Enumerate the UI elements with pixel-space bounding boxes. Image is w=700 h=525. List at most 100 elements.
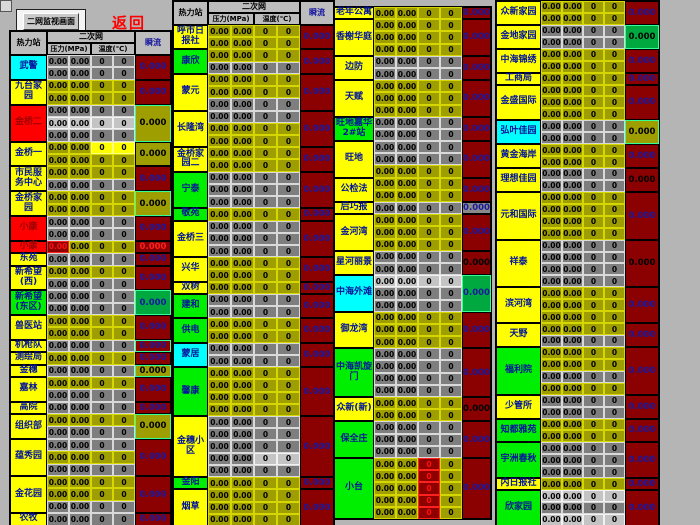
station-name-cell[interactable]: 后巧报: [334, 202, 374, 215]
temperature-value-cell: 0: [583, 168, 604, 180]
station-name-cell[interactable]: 金桥家园二: [173, 147, 208, 172]
station-name-cell[interactable]: 滨河湾: [496, 287, 541, 324]
flow-result-cell: 0.000: [300, 49, 334, 74]
data-row: 0.00 0.00 0 0: [47, 141, 135, 155]
station-name-cell[interactable]: 金桥三: [173, 220, 208, 258]
station-name-cell[interactable]: 老年公寓: [334, 7, 374, 20]
station-name-cell[interactable]: 星河丽景: [334, 250, 374, 276]
station-name-cell[interactable]: 小康: [10, 240, 47, 254]
station-name-cell[interactable]: 金穗小区: [173, 416, 208, 478]
station-name-cell[interactable]: 内日报社: [496, 478, 541, 491]
station-name-cell[interactable]: 边防: [334, 55, 374, 81]
station-row: 组织部 0.00 0.00 0 0 0.00 0.00 0 0 0.000: [10, 414, 171, 439]
station-name-cell[interactable]: 宇洲春秋: [496, 442, 541, 479]
station-name-cell[interactable]: 金地家园: [496, 24, 541, 49]
station-row: 公检法 0.00 0.00 0 0 0.00 0.00 0 0 0.000: [334, 177, 491, 202]
station-name-cell[interactable]: 东苑: [10, 253, 47, 266]
station-name-cell[interactable]: 馨康: [173, 367, 208, 416]
station-name-cell[interactable]: 市民服务中心: [10, 166, 47, 192]
station-row: 金穗小区 0.00 0.00 0 0 0.00 0.00 0 0 0.00 0.00 0 0 0.00 0.…: [173, 416, 334, 478]
temperature-value-cell: 0: [277, 159, 300, 172]
temperature-value-cell: 0: [277, 61, 300, 74]
station-name-cell[interactable]: 呼市日报社: [173, 25, 208, 50]
station-name-cell[interactable]: 工商局: [496, 72, 541, 85]
station-name-cell[interactable]: 兴华: [173, 257, 208, 282]
station-name-cell[interactable]: 建和: [173, 293, 208, 319]
station-name-cell[interactable]: 新希望(西): [10, 265, 47, 291]
pressure-value-cell: 0.00: [69, 129, 91, 142]
station-name-cell[interactable]: 蒙元: [173, 73, 208, 111]
station-name-cell[interactable]: 武警: [10, 55, 47, 80]
temperature-value-cell: 0: [418, 189, 440, 202]
station-name-cell[interactable]: 福利院: [496, 346, 541, 395]
station-name-cell[interactable]: 双树: [173, 281, 208, 294]
station-name-cell[interactable]: 敬苑: [173, 208, 208, 221]
pressure-value-cell: 0.00: [69, 302, 91, 316]
station-name-cell[interactable]: 组织部: [10, 414, 47, 439]
pressure-value-cell: 0.00: [231, 416, 254, 429]
temperature-value-cell: 0: [277, 367, 300, 380]
station-name-cell[interactable]: 金桥二: [10, 104, 47, 142]
station-name-cell[interactable]: 宁泰: [173, 171, 208, 209]
station-name-cell[interactable]: 长隆湾: [173, 110, 208, 148]
station-name-cell[interactable]: 蒙居: [173, 342, 208, 368]
station-name-cell[interactable]: 兽医站: [10, 315, 47, 340]
station-name-cell[interactable]: 金桥一: [10, 141, 47, 167]
station-name-cell[interactable]: 烟草: [173, 489, 208, 525]
station-name-cell[interactable]: 元和国际: [496, 191, 541, 240]
temperature-value-cell: 0: [440, 494, 462, 507]
station-name-cell[interactable]: 御龙湾: [334, 311, 374, 349]
temperature-value-cell: 0: [418, 128, 440, 142]
station-name-cell[interactable]: 金阳: [173, 477, 208, 490]
pressure-value-cell: 0.00: [208, 281, 231, 294]
station-name-cell[interactable]: 旺地嘉华2#站: [334, 116, 374, 142]
station-name-cell[interactable]: 天野: [496, 323, 541, 347]
station-name-cell[interactable]: 农牧: [10, 513, 47, 525]
station-name-cell[interactable]: 黄金海岸: [496, 144, 541, 168]
station-name-cell[interactable]: 九台家园: [10, 79, 47, 105]
station-name-cell[interactable]: 小台: [334, 457, 374, 519]
station-name-cell[interactable]: 天赋: [334, 80, 374, 117]
temperature-value-cell: 0: [113, 154, 135, 167]
pressure-value-cell: 0.00: [541, 156, 562, 168]
station-name-cell[interactable]: 金花园: [10, 475, 47, 514]
station-name-cell[interactable]: 少管所: [496, 394, 541, 419]
station-name-cell[interactable]: 金盛国际: [496, 84, 541, 121]
station-name-cell[interactable]: 蕴秀园: [10, 438, 47, 476]
station-name-cell[interactable]: 机枪队: [10, 339, 47, 353]
station-name-cell[interactable]: 供电: [173, 318, 208, 343]
temperature-value-cell: 0: [254, 501, 277, 514]
station-name-cell[interactable]: 高院: [10, 401, 47, 415]
station-name-cell[interactable]: 中海凯旋门: [334, 348, 374, 397]
pressure-value-cell: 0.00: [541, 12, 562, 25]
station-name-cell[interactable]: 欣家园: [496, 490, 541, 525]
station-name-cell[interactable]: 祥泰: [496, 239, 541, 288]
temperature-value-cell: 0: [440, 214, 462, 227]
station-name-cell[interactable]: 知都雅苑: [496, 418, 541, 443]
station-name-cell[interactable]: 弘叶佳园: [496, 120, 541, 145]
station-name-cell[interactable]: 康欣: [173, 49, 208, 74]
station-name-cell[interactable]: 公检法: [334, 177, 374, 202]
station-name-cell[interactable]: 保全庄: [334, 421, 374, 458]
station-name-cell[interactable]: 金桥家园: [10, 191, 47, 216]
station-name-cell[interactable]: 中海锦绣: [496, 48, 541, 73]
station-name-cell[interactable]: 金穗: [10, 364, 47, 377]
station-name-cell[interactable]: 理想佳园: [496, 168, 541, 192]
station-name-cell[interactable]: 旺地: [334, 141, 374, 178]
data-row: 0.00 0.00 0 0: [374, 299, 462, 312]
data-row: 0.00 0.00 0 0: [208, 257, 300, 270]
station-row: 建和 0.00 0.00 0 0 0.00 0.00 0 0 0.000: [173, 293, 334, 319]
station-name-cell[interactable]: 嘉林: [10, 376, 47, 402]
return-button[interactable]: 返回: [112, 14, 147, 32]
station-name-cell[interactable]: 小康: [10, 215, 47, 241]
station-group-g1: 热力站 二次网 压力(MPa) 温度(℃) 瞬流 武警 0.00 0.00 0 0 0.00 0.00…: [9, 30, 172, 525]
secondary-network-monitor-button[interactable]: 二网监视画面: [23, 13, 79, 30]
station-name-cell[interactable]: 香榭华庭: [334, 19, 374, 56]
station-name-cell[interactable]: 金河湾: [334, 214, 374, 251]
station-name-cell[interactable]: 中海外滩: [334, 275, 374, 312]
station-name-cell[interactable]: 众新(新): [334, 397, 374, 422]
station-name-cell[interactable]: 众新家园: [496, 1, 541, 25]
station-name-cell[interactable]: 新希望(东区): [10, 290, 47, 316]
station-name-cell[interactable]: 测绘局: [10, 352, 47, 365]
temperature-value-cell: 0: [254, 98, 277, 111]
